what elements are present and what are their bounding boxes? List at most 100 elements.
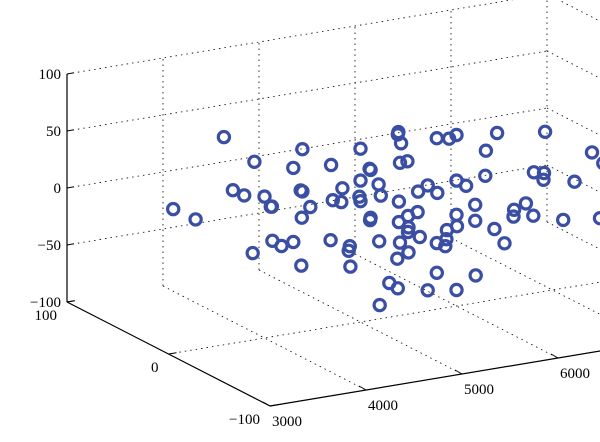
scatter-point <box>537 124 553 140</box>
scatter-point <box>362 161 377 176</box>
scatter-point <box>567 174 582 189</box>
z-tick-label: 0 <box>54 181 62 197</box>
x-tick-mark <box>358 385 367 391</box>
z-tick-mark <box>66 243 75 246</box>
scatter-point <box>478 143 494 158</box>
scatter-point <box>390 251 405 266</box>
x-tick-label: 4000 <box>368 398 398 414</box>
grid-line-floor-y <box>168 281 600 355</box>
y-tick-label: 0 <box>151 360 159 376</box>
scatter-point <box>487 221 502 237</box>
scatter-point <box>353 141 368 156</box>
grid-line-floor-x <box>450 237 600 315</box>
scatter-point <box>295 141 310 157</box>
scatter-point <box>449 127 464 143</box>
scatter-point <box>236 188 252 203</box>
scatter-point <box>412 229 427 245</box>
scatter-point <box>303 199 318 215</box>
scatter-point <box>216 129 232 145</box>
scatter-point <box>439 222 455 238</box>
z-tick-mark <box>66 186 75 189</box>
scatter-point <box>245 245 260 261</box>
point-layer <box>165 124 600 313</box>
x-tick-label: 5000 <box>464 382 494 398</box>
scatter-point <box>323 157 339 173</box>
x-tick-label: 3000 <box>272 414 302 430</box>
scatter-point <box>526 165 542 180</box>
grid-line-back-z <box>66 164 548 246</box>
scatter-point <box>373 188 388 203</box>
scatter-point <box>458 178 474 193</box>
scatter-point <box>400 224 416 240</box>
scatter-point <box>518 196 534 211</box>
grid-edge-top-right <box>557 0 600 22</box>
scatter-point <box>335 181 350 196</box>
scatter-point <box>400 154 415 169</box>
scatter-point <box>468 268 483 283</box>
scatter-point <box>286 234 301 250</box>
scatter-point <box>372 234 387 249</box>
scatter-point <box>165 201 181 217</box>
x-tick-mark <box>550 353 559 359</box>
scatter-point <box>341 243 356 258</box>
scatter-point <box>362 212 378 228</box>
z-tick-label: 50 <box>46 124 61 140</box>
grid-line-side-z <box>546 50 600 79</box>
scatter-point <box>420 283 435 298</box>
scatter-point <box>294 210 309 225</box>
y-tick-mark <box>66 300 76 303</box>
scatter-point <box>257 189 272 204</box>
scatter-point <box>449 282 464 298</box>
scatter-point <box>390 281 405 296</box>
scatter-point <box>343 259 358 274</box>
y-tick-label: 100 <box>35 308 58 324</box>
scatter-point <box>506 209 521 224</box>
grid-line-side-z <box>546 107 600 136</box>
tick-layer: −100−50050100−10001003000400050006000700… <box>30 67 590 430</box>
scatter-point <box>371 177 386 192</box>
scatter-point <box>323 232 338 248</box>
scatter-point <box>325 192 340 208</box>
scatter-point <box>449 207 464 222</box>
y-tick-label: −100 <box>229 412 260 428</box>
grid-line-floor-x <box>162 285 367 391</box>
scatter-point <box>420 178 435 193</box>
scatter-point <box>274 238 289 254</box>
scatter-point <box>468 197 483 212</box>
scatter-point <box>372 297 387 313</box>
grid-line-back-z <box>66 50 548 132</box>
scatter-point <box>401 245 416 260</box>
scatter-point <box>391 194 407 209</box>
scatter-point <box>247 154 262 169</box>
scatter-point <box>410 184 426 199</box>
scatter-point <box>294 258 309 273</box>
grid-edge-floor-right <box>546 221 600 250</box>
scatter-point <box>390 127 405 142</box>
z-tick-label: −100 <box>30 295 61 311</box>
x-tick-mark <box>262 401 271 407</box>
scatter-point <box>506 202 522 217</box>
z-tick-label: −50 <box>38 238 61 254</box>
scatter-point <box>353 173 368 188</box>
scatter-point <box>225 182 241 198</box>
scatter-point <box>478 168 493 183</box>
scatter-point <box>429 130 444 146</box>
x-tick-label: 6000 <box>560 366 590 382</box>
scatter-point <box>293 183 308 198</box>
grid-edge-top-back <box>66 0 514 75</box>
z-tick-mark <box>66 129 75 132</box>
scatter-point <box>429 265 444 280</box>
scatter-point <box>392 235 408 250</box>
scatter-point <box>489 125 505 141</box>
axis-layer <box>66 74 600 407</box>
scatter-point <box>526 208 541 223</box>
scatter-point <box>286 160 301 176</box>
scatter-point <box>584 145 600 160</box>
grid-line-side-z <box>546 164 600 193</box>
scatter-point <box>468 213 483 228</box>
x-axis-line <box>269 350 600 407</box>
scatter-point <box>438 238 453 254</box>
y-tick-mark <box>269 404 279 407</box>
